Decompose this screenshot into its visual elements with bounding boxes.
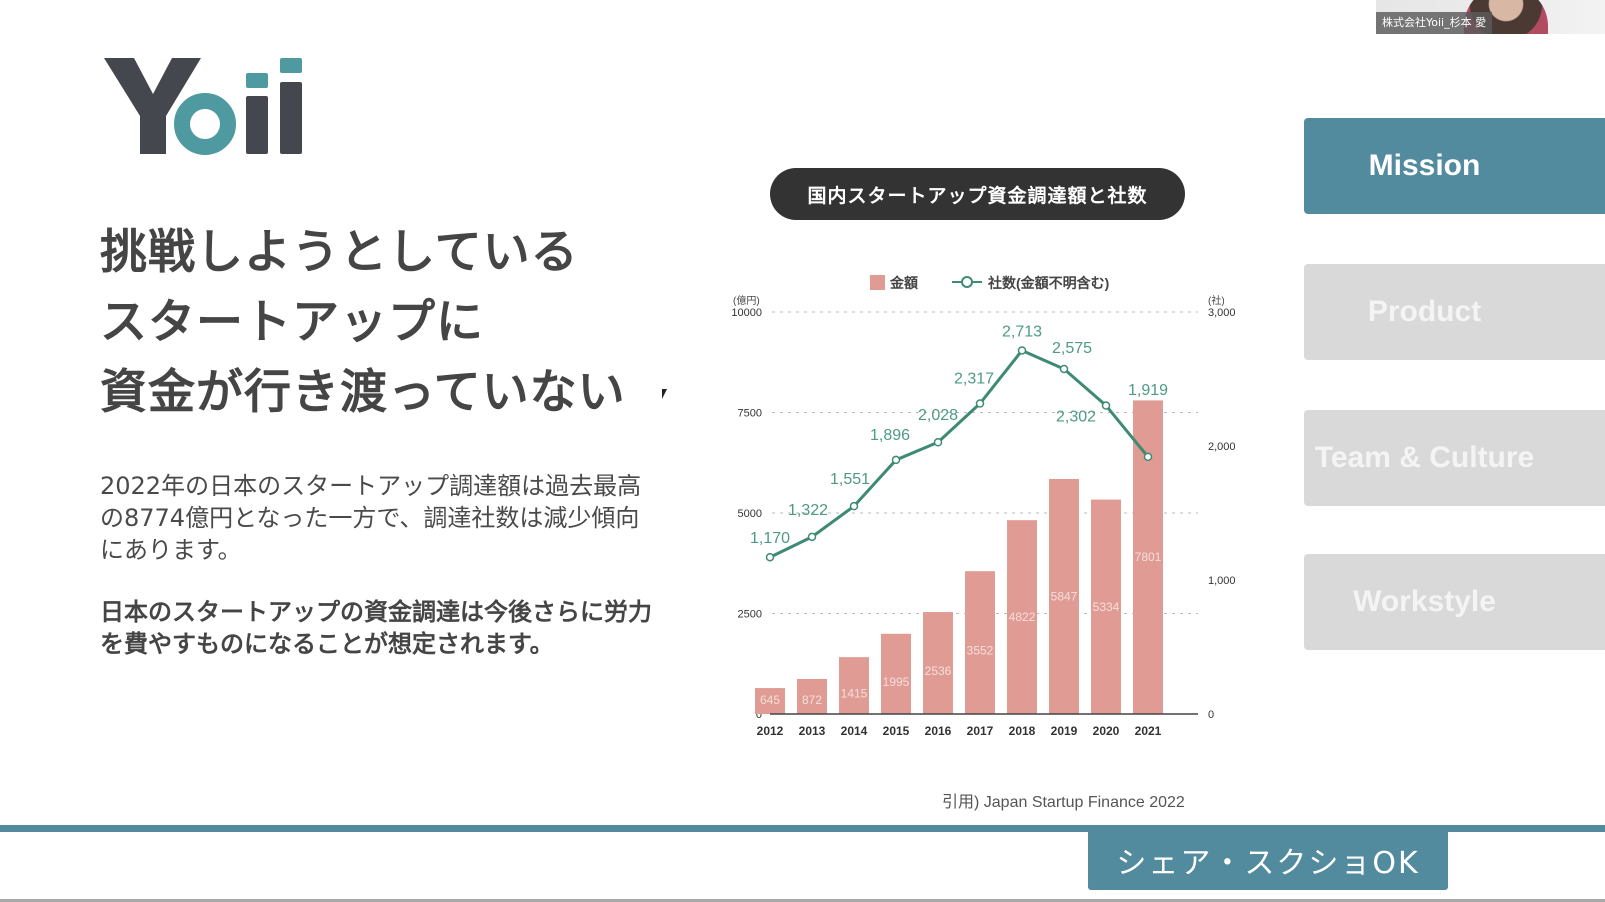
line-value-label: 1,170 <box>750 530 790 547</box>
bar-value-label: 5847 <box>1051 589 1078 603</box>
left-axis-tick: 7500 <box>738 408 762 420</box>
company-count-line <box>769 348 1150 559</box>
chart-source: 引用) Japan Startup Finance 2022 <box>942 794 1185 811</box>
nav-product[interactable]: Product <box>1304 264 1605 360</box>
funding-chart: 金額 社数(金額不明含む) (億円) (社) 0 2500 5000 7500 10000 0 1,… <box>731 275 1236 738</box>
headline-line-3: 資金が行き渡っていない <box>100 365 626 420</box>
legend-bar-label: 金額 <box>889 275 918 291</box>
logo-i1-dot <box>246 73 268 88</box>
nav-mission[interactable]: Mission <box>1304 118 1605 214</box>
line-point-marker-icon <box>849 501 859 511</box>
left-axis-tick: 2500 <box>738 609 762 621</box>
line-point-marker-icon <box>933 437 943 447</box>
bar-2020 <box>1091 499 1121 714</box>
x-axis-tick: 2018 <box>1009 724 1036 738</box>
nav-label: Workstyle <box>1353 585 1496 618</box>
share-ok-badge: シェア・スクショOK <box>1088 830 1448 890</box>
line-point-marker-icon <box>975 399 985 408</box>
left-axis-tick: 10000 <box>731 307 762 319</box>
nav-label: Team & Culture <box>1314 441 1535 474</box>
left-axis-unit: (億円) <box>733 294 760 307</box>
logo-i1-stem <box>246 96 268 154</box>
bar-value-label: 872 <box>802 693 822 707</box>
body-paragraph-1: 2022年の日本のスタートアップ調達額は過去最高の8774億円となった一方で、調… <box>100 472 642 564</box>
bar-value-label: 1415 <box>841 687 868 701</box>
line-point-marker-icon <box>765 552 775 562</box>
bar-2018 <box>1007 520 1037 714</box>
bar-2012 <box>755 688 785 714</box>
window-bottom-edge <box>0 899 1605 902</box>
line-value-label: 2,028 <box>918 407 958 424</box>
x-axis-tick: 2021 <box>1135 724 1162 738</box>
logo-i2-stem <box>280 82 302 154</box>
chart-title: 国内スタートアップ資金調達額と社数 <box>770 168 1185 220</box>
line-point-marker-icon <box>891 455 901 465</box>
right-axis-unit: (社) <box>1208 294 1225 307</box>
bar-2016 <box>923 612 953 714</box>
bar-2019 <box>1049 478 1079 714</box>
bar-value-label: 5334 <box>1093 600 1120 614</box>
line-value-label: 2,302 <box>1056 409 1096 426</box>
line-value-label: 2,317 <box>954 371 994 388</box>
line-value-label: 1,322 <box>788 502 828 519</box>
line-value-label: 1,551 <box>830 471 870 488</box>
x-axis-tick: 2012 <box>757 724 784 738</box>
x-axis-tick: 2020 <box>1093 724 1120 738</box>
nav-team-culture[interactable]: Team & Culture <box>1304 410 1605 506</box>
x-axis-tick: 2016 <box>925 724 952 738</box>
bar-value-label: 2536 <box>925 664 952 678</box>
line-point-marker-icon <box>1017 346 1027 355</box>
line-point-marker-icon <box>807 532 817 542</box>
participant-name-label: 株式会社Yoii_杉本 愛 <box>1376 12 1493 34</box>
x-axis-tick: 2013 <box>799 724 826 738</box>
line-value-label: 1,896 <box>870 427 910 444</box>
legend-bar-swatch-icon <box>870 275 885 290</box>
logo-i2-dot <box>280 58 302 73</box>
nav-workstyle[interactable]: Workstyle <box>1304 554 1605 650</box>
logo-letter-o <box>174 93 236 155</box>
headline-line-2: スタートアップに <box>100 295 484 350</box>
nav-label: Mission <box>1368 149 1481 182</box>
right-axis-tick: 2,000 <box>1208 441 1236 453</box>
bar-value-label: 4822 <box>1009 610 1036 624</box>
bar-2013 <box>797 678 827 714</box>
x-axis-tick: 2015 <box>883 724 910 738</box>
x-axis-tick: 2019 <box>1051 724 1078 738</box>
x-axis-tick: 2014 <box>841 724 868 738</box>
bar-2015 <box>881 633 911 714</box>
line-point-marker-icon <box>1101 401 1111 410</box>
nav-label: Product <box>1367 295 1482 328</box>
bar-value-label: 3552 <box>967 644 994 658</box>
left-axis-tick: 0 <box>756 709 762 721</box>
line-point-marker-icon <box>1059 364 1069 374</box>
body-paragraph-2: 日本のスタートアップの資金調達は今後さらに労力を費やすものになることが想定されま… <box>100 598 652 658</box>
bar-2017 <box>965 571 995 714</box>
legend-line-label: 社数(金額不明含む) <box>987 275 1109 291</box>
bar-value-label: 645 <box>760 693 780 707</box>
legend-marker-icon <box>961 276 973 288</box>
right-axis-tick: 1,000 <box>1208 575 1236 587</box>
mouse-cursor-icon <box>662 389 667 399</box>
line-value-label: 2,713 <box>1002 323 1042 340</box>
headline: 挑戦しようとしている スタートアップに 資金が行き渡っていない <box>100 218 626 428</box>
line-value-label: 1,919 <box>1128 382 1168 399</box>
headline-line-1: 挑戦しようとしている <box>100 225 579 280</box>
right-axis-tick: 0 <box>1208 709 1214 721</box>
participant-video-tile[interactable]: 株式会社Yoii_杉本 愛 <box>1376 0 1605 34</box>
logo-letter-y <box>104 58 201 154</box>
bar-2014 <box>839 657 869 714</box>
line-point-marker-icon <box>1143 452 1153 462</box>
bar-value-label: 7801 <box>1135 550 1162 564</box>
left-axis-tick: 5000 <box>738 508 762 520</box>
bar-value-label: 1995 <box>883 675 910 689</box>
yoii-logo <box>104 58 302 155</box>
x-axis-tick: 2017 <box>967 724 994 738</box>
footer-divider <box>0 825 1605 832</box>
line-value-label: 2,575 <box>1052 340 1092 357</box>
right-axis-tick: 3,000 <box>1208 307 1236 319</box>
